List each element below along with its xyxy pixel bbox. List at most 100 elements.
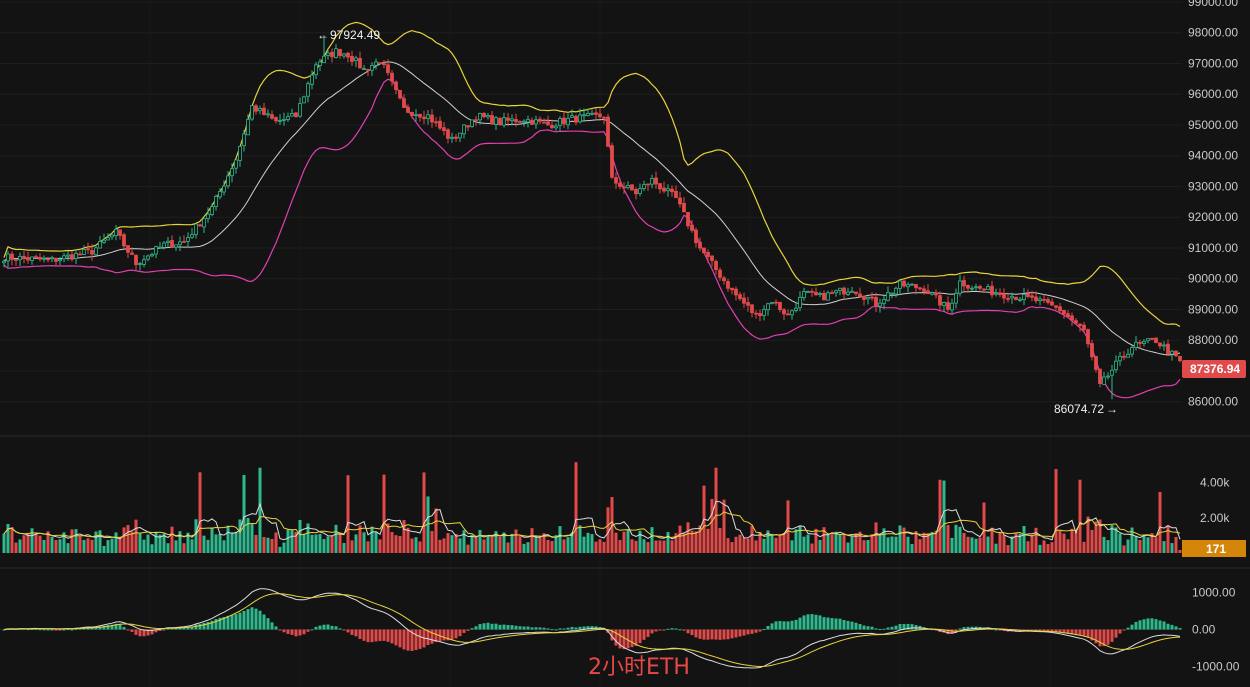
volume-bar xyxy=(1014,532,1018,553)
macd-histogram-bar xyxy=(786,621,790,630)
volume-bar xyxy=(266,537,270,553)
volume-bar xyxy=(226,525,230,553)
macd-histogram-bar xyxy=(1030,629,1034,631)
last-volume-badge xyxy=(1182,540,1246,557)
volume-bar xyxy=(422,472,426,553)
volume-bar xyxy=(290,529,294,553)
macd-histogram-bar xyxy=(842,620,846,630)
candle xyxy=(1046,297,1050,305)
candle xyxy=(630,184,634,191)
candle xyxy=(30,256,34,265)
volume-bar xyxy=(1046,544,1050,553)
volume-bar xyxy=(706,528,710,553)
candle xyxy=(1034,291,1038,304)
volume-bar xyxy=(722,499,726,553)
candle xyxy=(330,48,334,63)
volume-bar xyxy=(398,536,402,553)
candle xyxy=(802,287,806,301)
macd-histogram-bar xyxy=(526,626,530,630)
volume-bar xyxy=(634,540,638,553)
candle xyxy=(878,298,882,313)
volume-bar xyxy=(454,533,458,553)
macd-histogram-bar xyxy=(822,617,826,630)
macd-histogram-bar xyxy=(326,624,330,630)
macd-histogram-bar xyxy=(730,629,734,639)
macd-histogram-bar xyxy=(674,628,678,630)
macd-histogram-bar xyxy=(614,629,618,646)
macd-histogram-bar xyxy=(218,617,222,630)
volume-bar xyxy=(830,534,834,553)
candle xyxy=(450,132,454,143)
macd-histogram-bar xyxy=(430,629,434,644)
macd-histogram-bar xyxy=(558,628,562,630)
volume-bar xyxy=(1138,539,1142,553)
macd-histogram-bar xyxy=(746,629,750,635)
volume-bar xyxy=(1030,534,1034,553)
volume-bar xyxy=(1150,533,1154,553)
candle xyxy=(298,97,302,118)
price-tick-label: 86000.00 xyxy=(1188,395,1238,409)
candle xyxy=(806,290,810,293)
candle xyxy=(930,291,934,296)
volume-bar xyxy=(638,530,642,553)
candle xyxy=(638,183,642,197)
macd-histogram-bar xyxy=(250,607,254,630)
macd-histogram-bar xyxy=(454,629,458,639)
macd-histogram-bar xyxy=(554,629,558,631)
volume-bar xyxy=(410,538,414,553)
macd-histogram-bar xyxy=(950,629,954,634)
volume-bar xyxy=(346,475,350,553)
macd-histogram-bar xyxy=(118,624,122,630)
macd-histogram-bar xyxy=(626,629,630,649)
macd-histogram-bar xyxy=(154,629,158,633)
candle xyxy=(586,108,590,117)
price-tick-label: 92000.00 xyxy=(1188,210,1238,224)
candle xyxy=(514,113,518,127)
candle xyxy=(798,291,802,312)
candle xyxy=(374,58,378,70)
volume-bar xyxy=(438,539,442,553)
macd-histogram-bar xyxy=(1138,620,1142,630)
candle xyxy=(970,285,974,292)
candle xyxy=(726,278,730,292)
macd-tick-label: 0.00 xyxy=(1192,623,1216,637)
volume-bar xyxy=(594,541,598,553)
candle xyxy=(442,121,446,136)
candle xyxy=(86,242,90,255)
candle xyxy=(766,302,770,316)
candle xyxy=(254,103,258,115)
candle xyxy=(938,291,942,311)
macd-histogram-bar xyxy=(382,629,386,641)
volume-bar xyxy=(530,528,534,553)
candle xyxy=(282,112,286,126)
macd-histogram-bar xyxy=(26,629,30,631)
macd-histogram-bar xyxy=(1034,629,1038,631)
macd-histogram-bar xyxy=(478,624,482,630)
candle xyxy=(234,159,238,174)
candle xyxy=(6,251,10,268)
volume-bar xyxy=(558,526,562,553)
macd-histogram-bar xyxy=(914,625,918,630)
volume-bar xyxy=(1110,525,1114,553)
candle xyxy=(170,235,174,248)
macd-histogram-bar xyxy=(798,617,802,630)
macd-histogram-bar xyxy=(726,629,730,640)
macd-dea-line xyxy=(3,593,1181,668)
macd-histogram-bar xyxy=(54,629,58,631)
candle xyxy=(886,286,890,302)
volume-bar xyxy=(782,532,786,553)
macd-histogram-bar xyxy=(34,628,38,630)
volume-bar xyxy=(474,536,478,553)
macd-histogram-bar xyxy=(446,629,450,641)
macd-histogram-bar xyxy=(506,624,510,630)
volume-bar xyxy=(1050,542,1054,553)
macd-histogram-bar xyxy=(1174,626,1178,630)
macd-histogram-bar xyxy=(706,629,710,640)
candle xyxy=(366,68,370,76)
candle xyxy=(214,194,218,211)
macd-histogram-bar xyxy=(370,629,374,643)
candle xyxy=(1118,351,1122,366)
macd-histogram-bar xyxy=(714,629,718,640)
candle xyxy=(546,115,550,126)
candle xyxy=(222,180,226,196)
